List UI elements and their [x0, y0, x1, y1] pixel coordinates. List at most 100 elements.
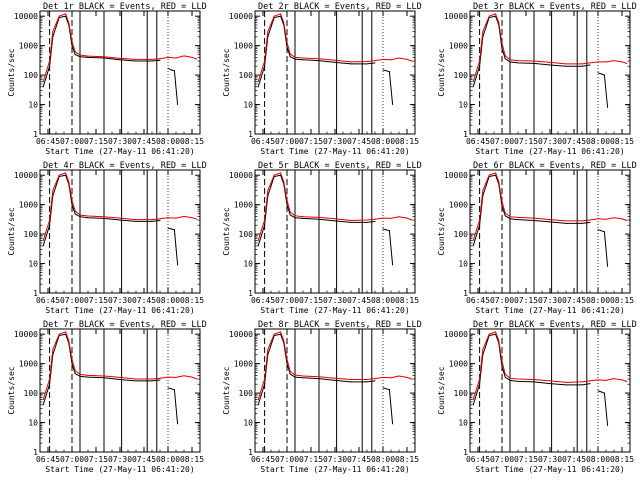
- y-tick-label: 10000: [14, 330, 38, 339]
- series-point: [135, 58, 137, 60]
- y-tick-label: 1: [248, 448, 253, 457]
- series-point: [549, 219, 551, 221]
- series-point: [257, 399, 259, 401]
- chart-title: Det 4r BLACK = Events, RED = LLD: [43, 161, 207, 171]
- x-tick-label: 07:45: [562, 137, 586, 146]
- series-point: [621, 379, 623, 381]
- series-point: [167, 67, 169, 69]
- series-point: [170, 69, 172, 71]
- series-point: [289, 373, 291, 375]
- series-point: [280, 13, 282, 15]
- series-point: [49, 65, 51, 67]
- series-point: [289, 214, 291, 216]
- series-point: [71, 363, 73, 365]
- series-point: [565, 381, 567, 383]
- series-point: [87, 217, 89, 219]
- series-point: [79, 375, 81, 377]
- y-tick-label: 100: [454, 71, 469, 80]
- series-point: [374, 378, 376, 380]
- y-axis-label: Counts/sec: [7, 366, 16, 414]
- series-point: [565, 384, 567, 386]
- series-point: [533, 60, 535, 62]
- series-point: [173, 389, 175, 391]
- series-line-1: [42, 333, 161, 405]
- series-point: [119, 219, 121, 221]
- chart-title: Det 7r BLACK = Events, RED = LLD: [43, 320, 207, 330]
- x-tick-label: 07:45: [562, 455, 586, 464]
- series-point: [302, 59, 304, 61]
- x-tick-label: 07:15: [514, 455, 538, 464]
- chart-panel-1: 1 10 100 1000 10000 06:45 07:00 07:15 07:30 07:45…: [7, 2, 207, 156]
- chart-panel-5: 1 10 100 1000 10000 06:45 07:00 07:15 07:30 07:45…: [222, 161, 422, 315]
- y-tick-label: 10: [28, 101, 38, 110]
- series-point: [167, 227, 169, 229]
- x-tick-label: 08:15: [395, 296, 419, 305]
- series-point: [472, 245, 474, 247]
- series-point: [374, 380, 376, 382]
- series-point: [286, 358, 288, 360]
- x-tick-label: 08:00: [586, 455, 610, 464]
- series-point: [68, 181, 70, 183]
- series-point: [517, 216, 519, 218]
- series-point: [159, 58, 161, 60]
- x-tick-label: 08:00: [586, 137, 610, 146]
- series-point: [385, 229, 387, 231]
- series-point: [103, 216, 105, 218]
- series-point: [151, 378, 153, 380]
- series-point: [294, 56, 296, 58]
- series-point: [170, 228, 172, 230]
- series-point: [517, 380, 519, 382]
- series-point: [509, 218, 511, 220]
- x-axis-label: Start Time (27-May-11 06:41:20): [45, 306, 194, 315]
- x-tick-label: 08:15: [610, 137, 634, 146]
- series-point: [495, 13, 497, 15]
- series-point: [565, 65, 567, 67]
- x-tick-label: 06:45: [36, 137, 60, 146]
- series-line-2: [472, 13, 627, 82]
- x-axis-label: Start Time (27-May-11 06:41:20): [475, 465, 624, 474]
- x-tick-label: 06:45: [36, 296, 60, 305]
- series-point: [472, 240, 474, 242]
- y-tick-label: 1: [463, 448, 468, 457]
- series-point: [74, 370, 76, 372]
- series-line-3: [597, 229, 609, 267]
- series-point: [264, 65, 266, 67]
- plot-data: [472, 170, 628, 293]
- series-point: [600, 73, 602, 75]
- x-tick-label: 07:45: [132, 455, 156, 464]
- y-tick-label: 100: [239, 389, 254, 398]
- series-line-2: [42, 331, 197, 400]
- series-point: [385, 70, 387, 72]
- series-point: [581, 220, 583, 222]
- y-tick-label: 1000: [19, 42, 38, 51]
- y-tick-label: 100: [454, 389, 469, 398]
- series-point: [103, 56, 105, 58]
- series-point: [501, 47, 503, 49]
- plot-data: [257, 11, 413, 134]
- series-point: [159, 59, 161, 61]
- x-tick-label: 07:45: [132, 296, 156, 305]
- series-point: [533, 62, 535, 64]
- series-point: [273, 15, 275, 17]
- series-point: [294, 58, 296, 60]
- y-tick-label: 1: [463, 130, 468, 139]
- x-tick-label: 07:15: [299, 137, 323, 146]
- series-point: [183, 55, 185, 57]
- y-tick-label: 10: [243, 419, 253, 428]
- series-point: [501, 360, 503, 362]
- series-point: [482, 31, 484, 33]
- series-point: [52, 31, 54, 33]
- series-point: [264, 60, 266, 62]
- series-point: [549, 380, 551, 382]
- series-point: [173, 70, 175, 72]
- x-tick-label: 08:00: [156, 455, 180, 464]
- series-point: [350, 381, 352, 383]
- series-point: [334, 377, 336, 379]
- series-line-2: [257, 13, 412, 82]
- series-point: [196, 378, 198, 380]
- chart-panel-3: 1 10 100 1000 10000 06:45 07:00 07:15 07:30 07:45…: [437, 2, 637, 156]
- chart-title: Det 5r BLACK = Events, RED = LLD: [258, 161, 422, 171]
- series-point: [374, 62, 376, 64]
- series-point: [87, 376, 89, 378]
- series-point: [334, 218, 336, 220]
